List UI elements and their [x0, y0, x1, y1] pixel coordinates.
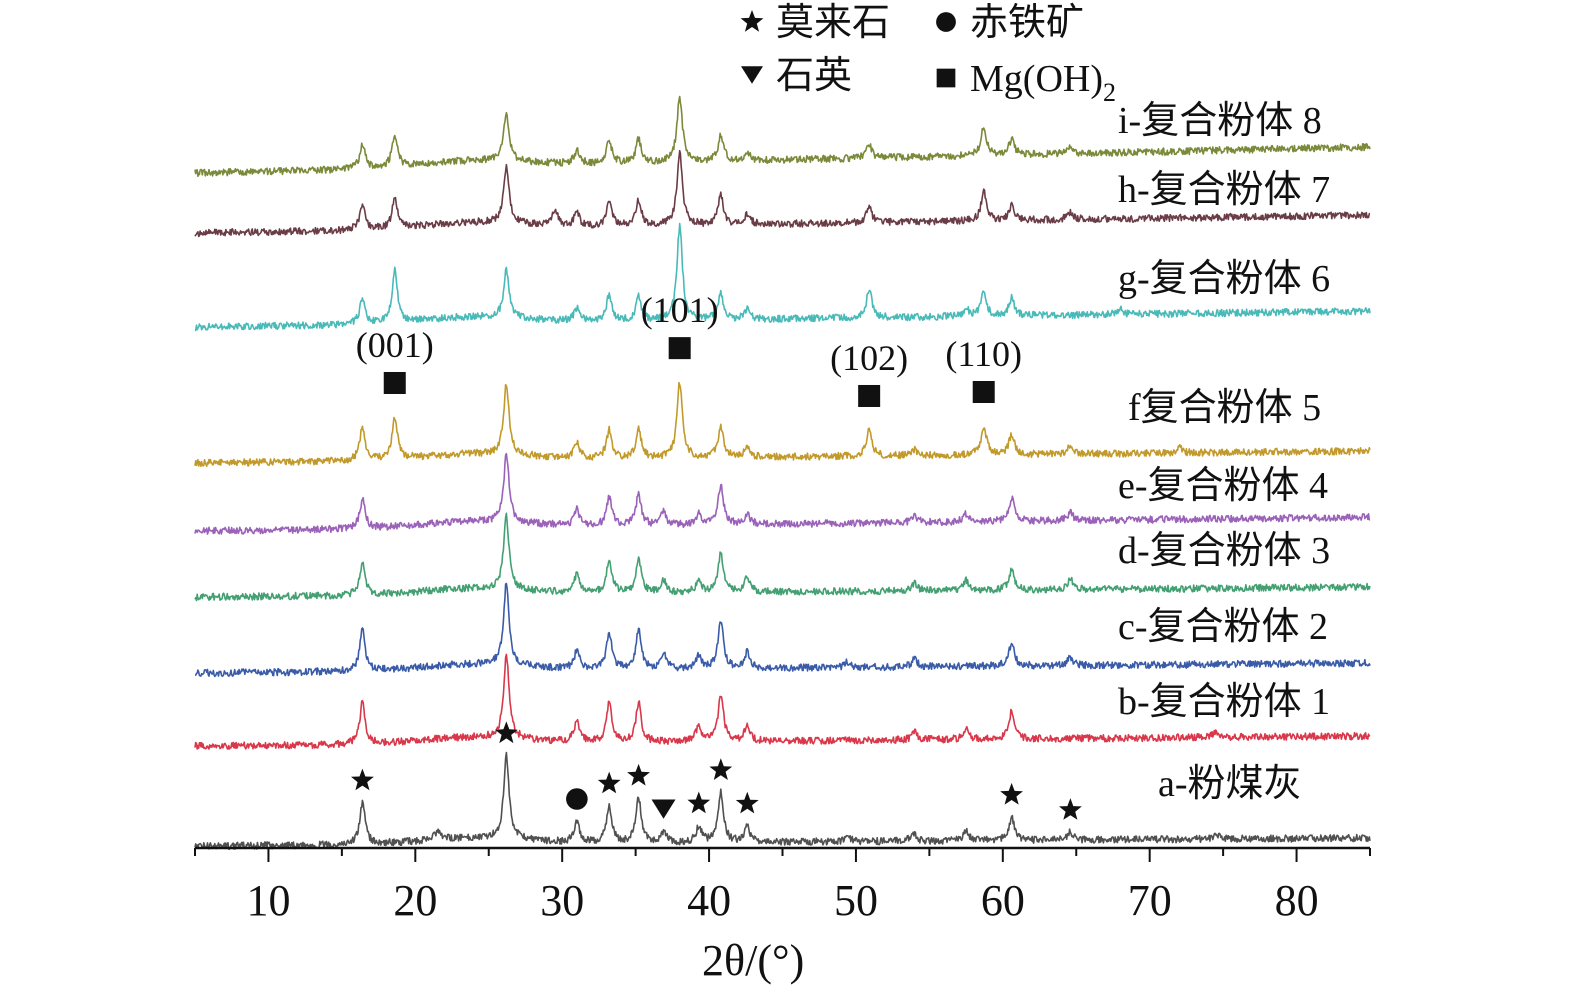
mullite-marker [351, 768, 374, 791]
mullite-marker [1059, 798, 1082, 820]
series-label: b-复合粉体 1 [1118, 681, 1330, 723]
series-curve [194, 381, 1371, 468]
x-tick-label: 60 [981, 876, 1025, 925]
series-curve [194, 222, 1371, 332]
series-curve [194, 149, 1371, 238]
x-tick-label: 50 [834, 876, 878, 925]
series-label: d-复合粉体 3 [1118, 530, 1330, 572]
mullite-marker [709, 758, 733, 780]
legend-subscript: 2 [1103, 78, 1116, 107]
series-label: g-复合粉体 6 [1118, 258, 1330, 300]
mullite-marker [495, 721, 518, 744]
quartz-marker [651, 799, 676, 819]
series-curve [194, 582, 1371, 678]
series-label: e-复合粉体 4 [1118, 465, 1328, 507]
mullite-marker [627, 763, 650, 786]
mullite-marker [687, 791, 711, 814]
mullite-marker [1000, 782, 1023, 805]
series-label: c-复合粉体 2 [1118, 606, 1328, 648]
xrd-curves [194, 95, 1371, 850]
series-curve [194, 751, 1371, 850]
x-tick-label: 40 [687, 876, 731, 925]
series-curve [194, 653, 1371, 750]
plane-label: (001) [356, 325, 434, 365]
mullite-marker [597, 771, 621, 794]
legend-label: 莫来石 [776, 2, 890, 44]
x-tick-label: 80 [1275, 876, 1319, 925]
series-labels: a-粉煤灰 b-复合粉体 1 c-复合粉体 2 d-复合粉体 3 e-复合粉体 4 f复合… [1118, 100, 1330, 805]
plane-label: (102) [830, 338, 908, 378]
hematite-marker [566, 788, 588, 810]
x-axis-title: 2θ/(°) [702, 936, 804, 985]
hematite-marker [936, 12, 956, 32]
mullite-marker [735, 791, 759, 814]
series-curve [194, 512, 1371, 602]
series-curve [194, 95, 1371, 178]
series-label: a-粉煤灰 [1158, 763, 1302, 805]
x-tick-label: 10 [246, 876, 290, 925]
series-label: h-复合粉体 7 [1118, 169, 1330, 211]
x-ticks: 10 20 30 40 50 60 70 80 [194, 848, 1371, 925]
series-label: i-复合粉体 8 [1118, 100, 1322, 142]
x-tick-label: 70 [1128, 876, 1172, 925]
series-label: f复合粉体 5 [1128, 387, 1321, 429]
x-axis: 10 20 30 40 50 60 70 80 2θ/(°) [194, 846, 1371, 985]
plane-label: (110) [945, 334, 1022, 374]
x-tick-label: 30 [540, 876, 584, 925]
plane-label: (101) [641, 290, 719, 330]
mgoh2-marker [383, 371, 406, 394]
mgoh2-marker [936, 68, 956, 88]
quartz-marker [741, 66, 763, 84]
mgoh2-marker [972, 380, 995, 403]
phase-markers [351, 337, 1082, 820]
mgoh2-marker [668, 337, 691, 360]
legend-label: 石英 [776, 55, 852, 97]
mgoh2-marker [858, 384, 881, 407]
mullite-marker [740, 10, 764, 32]
legend-label: Mg(OH)2 [970, 58, 1116, 107]
series-curve [194, 452, 1371, 535]
x-tick-label: 20 [393, 876, 437, 925]
legend-label: 赤铁矿 [970, 2, 1084, 44]
plane-labels: (001) (101) (102) (110) [356, 290, 1022, 378]
